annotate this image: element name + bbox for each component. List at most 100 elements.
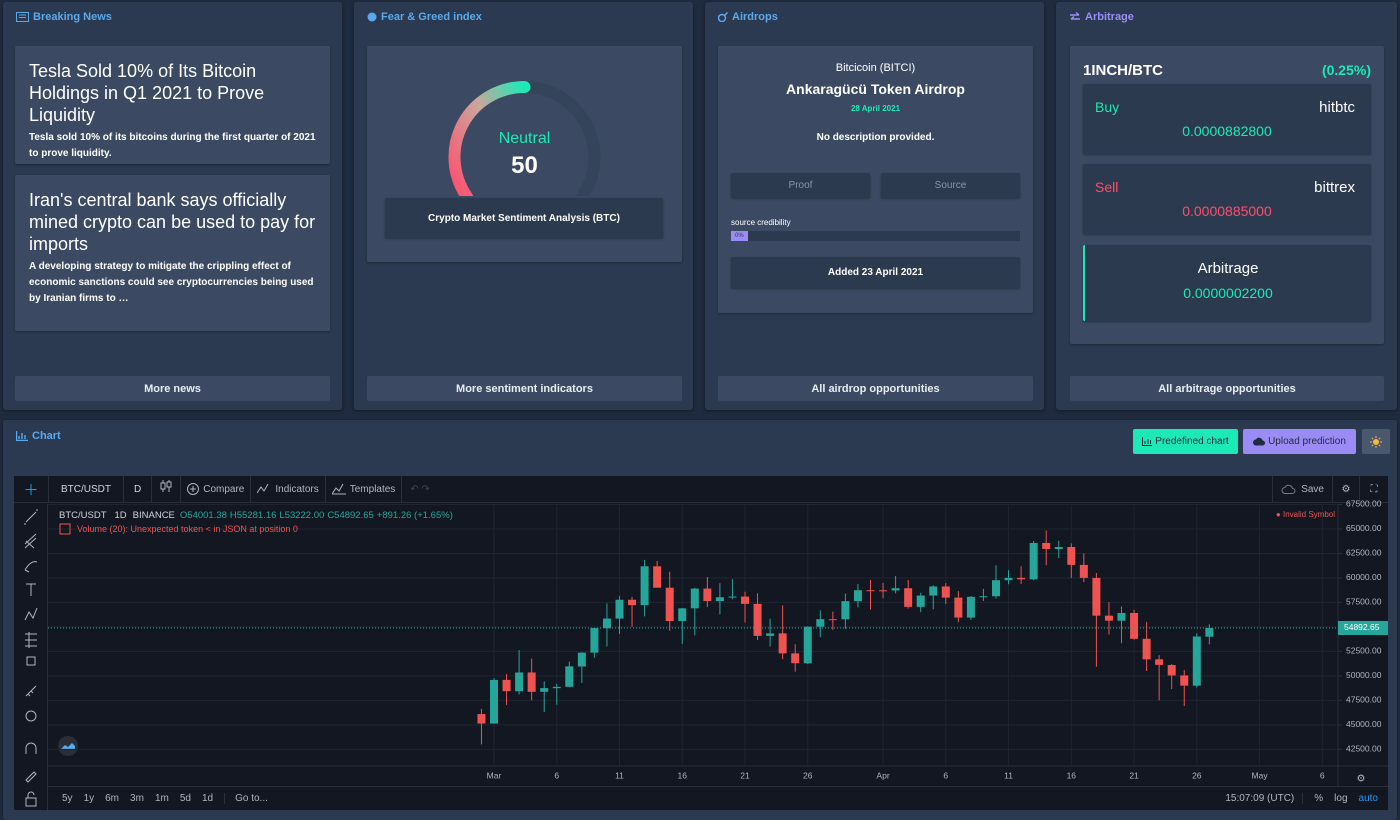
arbitrage-icon — [1070, 12, 1080, 20]
candle-body — [490, 679, 498, 724]
text-tool[interactable] — [26, 583, 36, 596]
goto-button[interactable]: Go to... — [224, 793, 268, 804]
tv-templates[interactable]: Templates — [326, 475, 403, 503]
tv-chart-style[interactable] — [152, 475, 182, 503]
tv-indicators[interactable]: Indicators — [251, 475, 326, 503]
range-button[interactable]: 6m — [105, 793, 120, 804]
tv-logo-mark — [61, 743, 75, 749]
range-button[interactable]: 5d — [179, 793, 191, 804]
percent-toggle[interactable]: % — [1314, 793, 1324, 804]
tv-save[interactable]: Save — [1272, 475, 1333, 503]
tv-symbol[interactable]: BTC/USDT — [49, 475, 124, 503]
axis-settings[interactable]: ⚙ — [1357, 774, 1366, 785]
tv-logo[interactable] — [58, 736, 78, 756]
trend-tool[interactable] — [24, 509, 38, 525]
gauge-label: Neutral — [498, 130, 551, 147]
log-toggle[interactable]: log — [1334, 793, 1348, 804]
predefined-chart-button[interactable]: Predefined chart — [1133, 429, 1238, 454]
article-title[interactable]: Tesla Sold 10% of Its Bitcoin Holdings i… — [29, 61, 265, 125]
analysis-text: Crypto Market Sentiment Analysis ( — [428, 212, 597, 224]
drawing-icons — [24, 509, 38, 807]
tv-cursor[interactable] — [14, 475, 49, 503]
candle-body — [741, 596, 749, 604]
x-tick-label: 26 — [803, 770, 813, 780]
brush-tool[interactable] — [24, 561, 38, 573]
proof-button[interactable]: Proof — [731, 173, 870, 198]
lock-drawing-tool[interactable] — [25, 771, 37, 783]
range-button[interactable]: 1d — [201, 793, 214, 804]
invalid-symbol: ● Invalid Symbol — [1276, 510, 1335, 519]
volume-error: Volume (20): Unexpected token < in JSON … — [77, 524, 298, 534]
sentiment-analysis-button[interactable]: Crypto Market Sentiment Analysis (BTC) — [385, 198, 663, 238]
lock-tool[interactable] — [25, 797, 37, 807]
x-tick-label: 6 — [554, 770, 559, 780]
analysis-symbol: BTC — [596, 212, 617, 224]
candle-body — [916, 595, 925, 607]
candle-body — [766, 633, 775, 636]
candle-body — [590, 628, 599, 653]
more-news-button[interactable]: More news — [15, 376, 330, 401]
button-text: Upload prediction — [1268, 436, 1346, 447]
x-tick-label: Mar — [487, 770, 502, 780]
tv-compare[interactable]: Compare — [181, 475, 252, 503]
range-button[interactable]: 1y — [83, 793, 95, 804]
x-tick-label: Apr — [876, 770, 889, 780]
prediction-tool[interactable] — [25, 632, 37, 648]
candle-icon — [160, 479, 172, 492]
fib-tool[interactable] — [24, 533, 37, 549]
candle-body — [665, 587, 674, 622]
spread: (0.25%) — [1321, 62, 1371, 78]
legend-interval: 1D — [115, 510, 127, 521]
candle-body — [678, 608, 687, 622]
chart-header: Chart — [16, 430, 61, 442]
candle-body — [1130, 612, 1139, 639]
upload-prediction-button[interactable]: Upload prediction — [1243, 429, 1356, 454]
candle-body — [778, 633, 787, 654]
sell-price: 0.0000885000 — [1182, 203, 1272, 219]
tv-settings[interactable]: ⚙ — [1333, 475, 1360, 503]
article-title[interactable]: Iran's central bank says officially mine… — [29, 190, 316, 254]
range-button[interactable]: 5y — [62, 793, 73, 804]
theme-button[interactable] — [1362, 429, 1390, 454]
candle-body — [992, 580, 1000, 597]
range-button[interactable]: 3m — [130, 793, 144, 804]
more-airdrops-button[interactable]: All airdrop opportunities — [718, 376, 1033, 401]
tv-fullscreen[interactable]: ⛶ — [1370, 483, 1378, 495]
airdrops-title: Airdrops — [732, 11, 778, 23]
buy-exchange: hitbtc — [1319, 99, 1355, 116]
article[interactable]: Iran's central bank says officially mine… — [15, 175, 330, 331]
tv-toolbar: BTC/USDT D Compare Indicators Templates … — [14, 475, 1388, 503]
ruler-tool[interactable] — [25, 685, 37, 697]
grid — [48, 503, 1338, 766]
article-summary: A developing strategy to mitigate the cr… — [29, 261, 314, 304]
tv-undo[interactable]: ↶ ↷ — [410, 483, 430, 495]
tv-interval[interactable]: D — [124, 475, 153, 503]
range-button[interactable]: 1m — [154, 793, 169, 804]
legend-symbol: BTC/USDT — [59, 510, 107, 521]
candle-body — [1142, 638, 1151, 660]
y-tick-label: 47500.00 — [1346, 695, 1382, 705]
pattern-tool[interactable] — [24, 607, 38, 621]
gauge — [448, 81, 601, 196]
zoom-tool[interactable] — [25, 710, 37, 722]
legend-collapse[interactable] — [59, 523, 71, 535]
candle-body — [866, 590, 875, 592]
candle-body — [577, 652, 586, 667]
more-arbitrage-button[interactable]: All arbitrage opportunities — [1070, 376, 1384, 401]
x-tick-label: 16 — [1067, 770, 1077, 780]
auto-toggle[interactable]: auto — [1358, 793, 1378, 804]
magnet-tool[interactable] — [25, 742, 37, 754]
candle-body — [1029, 542, 1038, 580]
fear-greed-header: Fear & Greed index — [367, 11, 482, 23]
candle-body — [1155, 659, 1164, 665]
shape-tool[interactable] — [26, 656, 36, 666]
source-button[interactable]: Source — [881, 173, 1020, 198]
legend-change: +891.26 (+1.65%) — [377, 510, 453, 521]
airdrop-icon — [718, 12, 728, 22]
article[interactable]: Tesla Sold 10% of Its Bitcoin Holdings i… — [15, 46, 330, 164]
more-sentiment-button[interactable]: More sentiment indicators — [367, 376, 682, 401]
candle-body — [1205, 627, 1214, 637]
result-value: 0.0000002200 — [1183, 285, 1273, 301]
candle-body — [565, 666, 574, 687]
